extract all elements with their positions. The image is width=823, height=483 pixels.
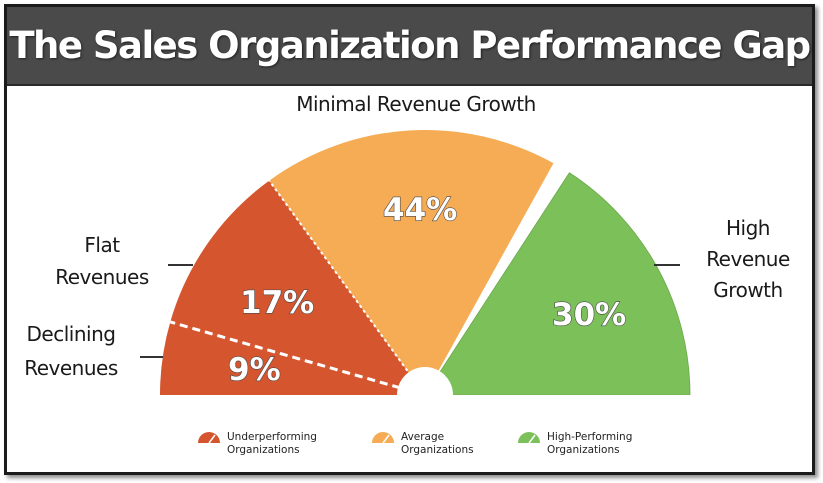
legend-label: Organizations bbox=[227, 444, 300, 456]
wedge-flat-revenues bbox=[170, 180, 425, 395]
category-label-high: High Revenue Growth bbox=[706, 216, 790, 302]
category-label-flat: Flat Revenues bbox=[55, 233, 149, 289]
legend-label: Average bbox=[401, 431, 444, 443]
wedge-high-growth bbox=[424, 172, 691, 396]
segment-divider bbox=[169, 320, 426, 397]
gauge-base bbox=[150, 395, 710, 401]
segment-divider bbox=[268, 180, 426, 396]
legend-label: Organizations bbox=[401, 444, 474, 456]
pct-label-minimal: 44% bbox=[383, 192, 457, 228]
category-label-minimal: Minimal Revenue Growth bbox=[296, 92, 536, 116]
legend-label: Underperforming bbox=[227, 431, 317, 443]
category-label-declining: Declining Revenues bbox=[24, 322, 118, 380]
pct-label-declining: 9% bbox=[228, 352, 281, 388]
pct-label-flat: 17% bbox=[240, 285, 314, 321]
legend-swatch-icon bbox=[372, 432, 394, 443]
legend-swatch-icon bbox=[518, 432, 540, 443]
chart-title: The Sales Organization Performance Gap bbox=[9, 24, 811, 67]
legend-label: High-Performing bbox=[547, 431, 632, 443]
wedge-minimal-growth bbox=[269, 130, 554, 395]
pct-label-high: 30% bbox=[552, 297, 626, 333]
title-bar: The Sales Organization Performance Gap bbox=[7, 7, 812, 86]
legend-swatch-icon bbox=[198, 432, 220, 443]
legend-label: Organizations bbox=[547, 444, 620, 456]
